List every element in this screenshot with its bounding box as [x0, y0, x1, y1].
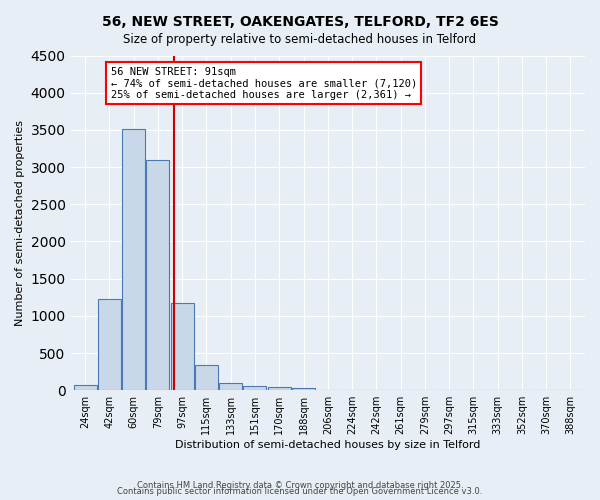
Text: Contains HM Land Registry data © Crown copyright and database right 2025.: Contains HM Land Registry data © Crown c… — [137, 481, 463, 490]
Text: 56, NEW STREET, OAKENGATES, TELFORD, TF2 6ES: 56, NEW STREET, OAKENGATES, TELFORD, TF2… — [101, 15, 499, 29]
Bar — [74, 384, 97, 390]
Text: Size of property relative to semi-detached houses in Telford: Size of property relative to semi-detach… — [124, 32, 476, 46]
Text: Contains public sector information licensed under the Open Government Licence v3: Contains public sector information licen… — [118, 487, 482, 496]
Text: 56 NEW STREET: 91sqm
← 74% of semi-detached houses are smaller (7,120)
25% of se: 56 NEW STREET: 91sqm ← 74% of semi-detac… — [110, 66, 417, 100]
Bar — [122, 129, 145, 390]
Bar — [244, 386, 266, 390]
Y-axis label: Number of semi-detached properties: Number of semi-detached properties — [15, 120, 25, 326]
Bar — [146, 160, 169, 390]
X-axis label: Distribution of semi-detached houses by size in Telford: Distribution of semi-detached houses by … — [175, 440, 481, 450]
Bar — [195, 365, 218, 390]
Bar — [292, 388, 315, 390]
Bar — [268, 387, 291, 390]
Bar — [98, 298, 121, 390]
Bar — [219, 383, 242, 390]
Bar — [170, 303, 194, 390]
